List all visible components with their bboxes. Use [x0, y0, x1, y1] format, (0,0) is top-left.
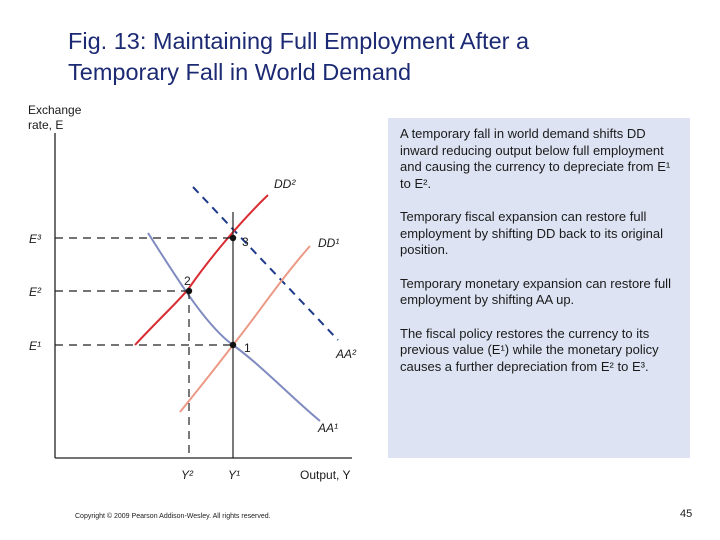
e1-tick-label: E¹	[29, 339, 41, 353]
aa2-label: AA²	[335, 347, 357, 361]
explanation-para-2: Temporary fiscal expansion can restore f…	[400, 209, 664, 257]
explanation-para-3: Temporary monetary expansion can restore…	[400, 275, 671, 308]
e3-tick-label: E³	[29, 232, 42, 246]
y1-tick-label: Y¹	[228, 468, 240, 482]
slide-title-line1: Fig. 13: Maintaining Full Employment Aft…	[68, 28, 530, 54]
point-1-marker	[229, 341, 237, 349]
explanation-para-1: A temporary fall in world demand shifts …	[400, 126, 671, 191]
e2-tick-label: E²	[29, 285, 42, 299]
dd2-label: DD²	[274, 177, 296, 191]
aa2-curve	[192, 186, 339, 341]
dd1-label: DD¹	[318, 236, 339, 250]
page-number: 45	[680, 508, 693, 520]
point-2-marker	[185, 287, 193, 295]
point-3-label: 3	[242, 235, 249, 249]
y-axis-label-line2: rate, E	[28, 118, 63, 132]
copyright-notice: Copyright © 2009 Pearson Addison-Wesley.…	[75, 513, 271, 520]
aa1-curve	[147, 232, 321, 422]
slide-title: Fig. 13: Maintaining Full Employment Aft…	[68, 26, 688, 88]
dd2-curve	[134, 194, 269, 346]
aa1-label: AA¹	[317, 421, 338, 435]
slide-title-line2: Temporary Fall in World Demand	[68, 59, 412, 85]
explanation-para-4: The fiscal policy restores the currency …	[400, 325, 659, 374]
point-1-label: 1	[244, 341, 251, 355]
x-axis-label: Output, Y	[300, 468, 350, 482]
y-axis-label-line1: Exchange	[28, 103, 82, 117]
explanation-panel: A temporary fall in world demand shifts …	[388, 118, 690, 458]
dd1-curve	[179, 245, 311, 413]
point-2-label: 2	[184, 274, 191, 288]
y2-tick-label: Y²	[181, 468, 194, 482]
point-3-marker	[229, 234, 237, 242]
